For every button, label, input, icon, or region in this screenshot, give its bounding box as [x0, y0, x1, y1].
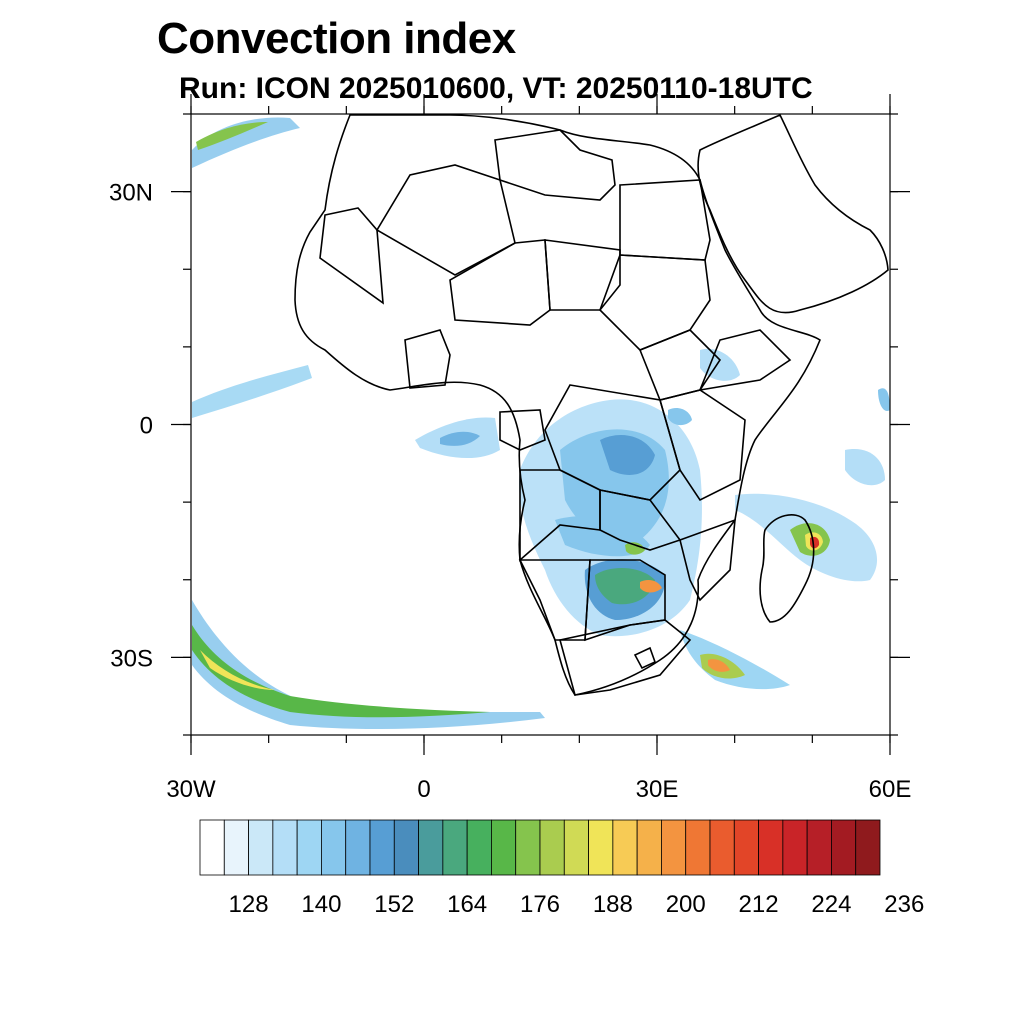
- colorbar-box: [831, 819, 857, 876]
- x-tick-label: 30E: [636, 776, 679, 803]
- colorbar-labels: 128 140 152 164 176 188 200 212 224 236: [229, 891, 925, 918]
- colorbar-box: [588, 819, 614, 876]
- colorbar-box: [199, 819, 225, 876]
- colorbar-box: [563, 819, 589, 876]
- map-title: Convection index: [157, 14, 516, 63]
- map-subtitle: Run: ICON 2025010600, VT: 20250110-18UTC: [179, 72, 813, 105]
- x-tick-label: 60E: [869, 776, 912, 803]
- colorbar-box: [393, 819, 419, 876]
- colorbar-label: 236: [884, 891, 924, 918]
- colorbar-box: [661, 819, 687, 876]
- axis-tick-labels: 30W 0 30E 60E 30N 0 30S: [109, 180, 911, 803]
- colorbar-box: [855, 819, 881, 876]
- colorbar-box: [806, 819, 832, 876]
- colorbar-label: 188: [593, 891, 633, 918]
- colorbar-box: [515, 819, 541, 876]
- x-tick-label: 30W: [166, 776, 216, 803]
- colorbar: [199, 819, 881, 876]
- colorbar-box: [272, 819, 298, 876]
- colorbar-box: [321, 819, 347, 876]
- colorbar-label: 128: [229, 891, 269, 918]
- colorbar-box: [418, 819, 444, 876]
- colorbar-label: 200: [666, 891, 706, 918]
- colorbar-box: [345, 819, 371, 876]
- x-tick-label: 0: [417, 776, 430, 803]
- y-tick-label: 30S: [110, 645, 153, 672]
- colorbar-label: 164: [447, 891, 487, 918]
- colorbar-label: 212: [739, 891, 779, 918]
- colorbar-label: 176: [520, 891, 560, 918]
- colorbar-box: [636, 819, 662, 876]
- colorbar-box: [733, 819, 759, 876]
- colorbar-label: 224: [811, 891, 851, 918]
- colorbar-label: 152: [374, 891, 414, 918]
- plot-frame: [190, 113, 891, 736]
- colorbar-box: [612, 819, 638, 876]
- colorbar-box: [782, 819, 808, 876]
- colorbar-box: [466, 819, 492, 876]
- colorbar-box: [248, 819, 274, 876]
- colorbar-box: [296, 819, 322, 876]
- colorbar-box: [223, 819, 249, 876]
- colorbar-box: [685, 819, 711, 876]
- axis-ticks: [171, 94, 910, 755]
- coastlines-and-borders: [294, 113, 889, 696]
- y-tick-label: 0: [140, 413, 153, 440]
- colorbar-box: [491, 819, 517, 876]
- colorbar-box: [442, 819, 468, 876]
- colorbar-box: [539, 819, 565, 876]
- convection-field: [192, 117, 890, 730]
- y-tick-label: 30N: [109, 180, 153, 207]
- colorbar-box: [758, 819, 784, 876]
- colorbar-box: [709, 819, 735, 876]
- colorbar-box: [369, 819, 395, 876]
- colorbar-label: 140: [301, 891, 341, 918]
